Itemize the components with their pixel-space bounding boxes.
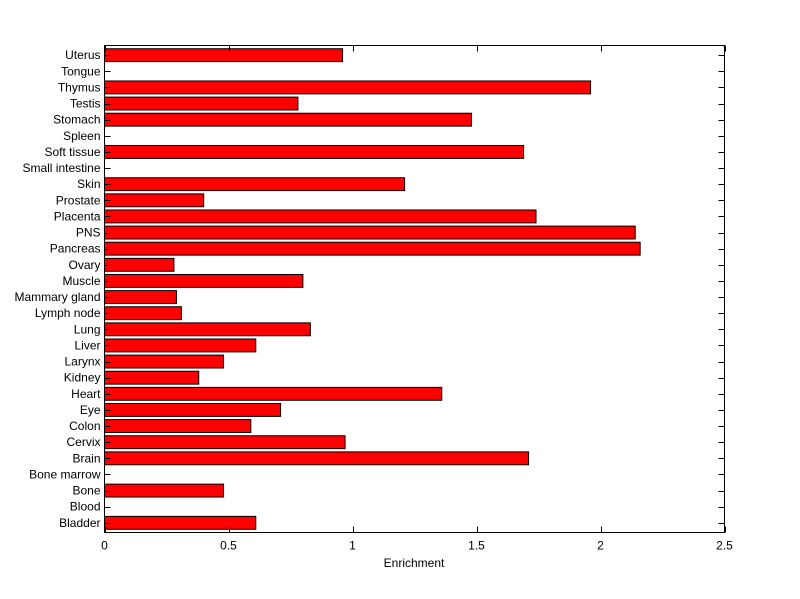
category-label-uterus: Uterus — [65, 48, 100, 62]
category-label-spleen: Spleen — [63, 129, 100, 143]
bar-kidney — [104, 370, 200, 385]
bar-eye — [104, 402, 282, 417]
bar-larynx — [104, 354, 225, 369]
category-label-mammary-gland: Mammary gland — [14, 290, 100, 304]
bar-prostate — [104, 193, 205, 208]
bar-placenta — [104, 209, 537, 224]
bar-skin — [104, 177, 406, 192]
bar-muscle — [104, 273, 304, 288]
bars-group — [104, 48, 641, 530]
ticks-group — [104, 45, 726, 533]
category-label-bladder: Bladder — [59, 516, 100, 530]
category-label-pns: PNS — [76, 226, 101, 240]
x-tick-label-3: 1.5 — [468, 539, 485, 553]
bar-colon — [104, 419, 252, 434]
category-label-testis: Testis — [70, 97, 101, 111]
x-tick-label-1: 0.5 — [220, 539, 237, 553]
x-tick-label-5: 2.5 — [716, 539, 733, 553]
bar-brain — [104, 451, 530, 466]
labels-group: Bladder Blood Bone Bone marrow Brain Cervix Co… — [14, 48, 733, 552]
bar-ovary — [104, 257, 175, 272]
category-label-cervix: Cervix — [66, 435, 100, 449]
bar-cervix — [104, 435, 346, 450]
category-label-thymus: Thymus — [58, 80, 101, 94]
bar-soft-tissue — [104, 144, 525, 159]
plot-frame — [104, 45, 725, 533]
x-tick-label-0: 0 — [101, 539, 108, 553]
bar-stomach — [104, 112, 473, 127]
category-label-lung: Lung — [74, 322, 101, 336]
bar-pancreas — [104, 241, 641, 256]
category-label-colon: Colon — [69, 419, 100, 433]
category-label-bone-marrow: Bone marrow — [29, 467, 101, 481]
bar-lung — [104, 322, 311, 337]
category-label-tongue: Tongue — [61, 64, 101, 78]
bar-heart — [104, 386, 443, 401]
category-label-blood: Blood — [70, 500, 101, 514]
bar-thymus — [104, 80, 592, 95]
category-label-brain: Brain — [72, 451, 100, 465]
bar-uterus — [104, 48, 344, 63]
x-axis-title: Enrichment — [384, 556, 445, 570]
category-label-larynx: Larynx — [64, 355, 100, 369]
category-label-muscle: Muscle — [62, 274, 100, 288]
bar-liver — [104, 338, 257, 353]
category-label-eye: Eye — [80, 403, 101, 417]
category-label-stomach: Stomach — [53, 113, 100, 127]
bar-bone — [104, 483, 225, 498]
category-label-bone: Bone — [72, 484, 100, 498]
category-label-pancreas: Pancreas — [50, 242, 101, 256]
category-label-heart: Heart — [71, 387, 101, 401]
bar-lymph-node — [104, 306, 182, 321]
category-label-liver: Liver — [74, 338, 100, 352]
bar-mammary-gland — [104, 290, 177, 305]
category-label-soft-tissue: Soft tissue — [44, 145, 100, 159]
category-label-ovary: Ovary — [68, 258, 100, 272]
category-label-placenta: Placenta — [54, 209, 101, 223]
category-label-small-intestine: Small intestine — [22, 161, 100, 175]
category-label-prostate: Prostate — [56, 193, 101, 207]
category-label-lymph-node: Lymph node — [35, 306, 101, 320]
bar-pns — [104, 225, 636, 240]
category-label-skin: Skin — [77, 177, 100, 191]
bar-testis — [104, 96, 299, 111]
x-tick-label-2: 1 — [349, 539, 356, 553]
x-tick-label-4: 2 — [597, 539, 604, 553]
category-label-kidney: Kidney — [64, 371, 101, 385]
bar-bladder — [104, 515, 257, 530]
